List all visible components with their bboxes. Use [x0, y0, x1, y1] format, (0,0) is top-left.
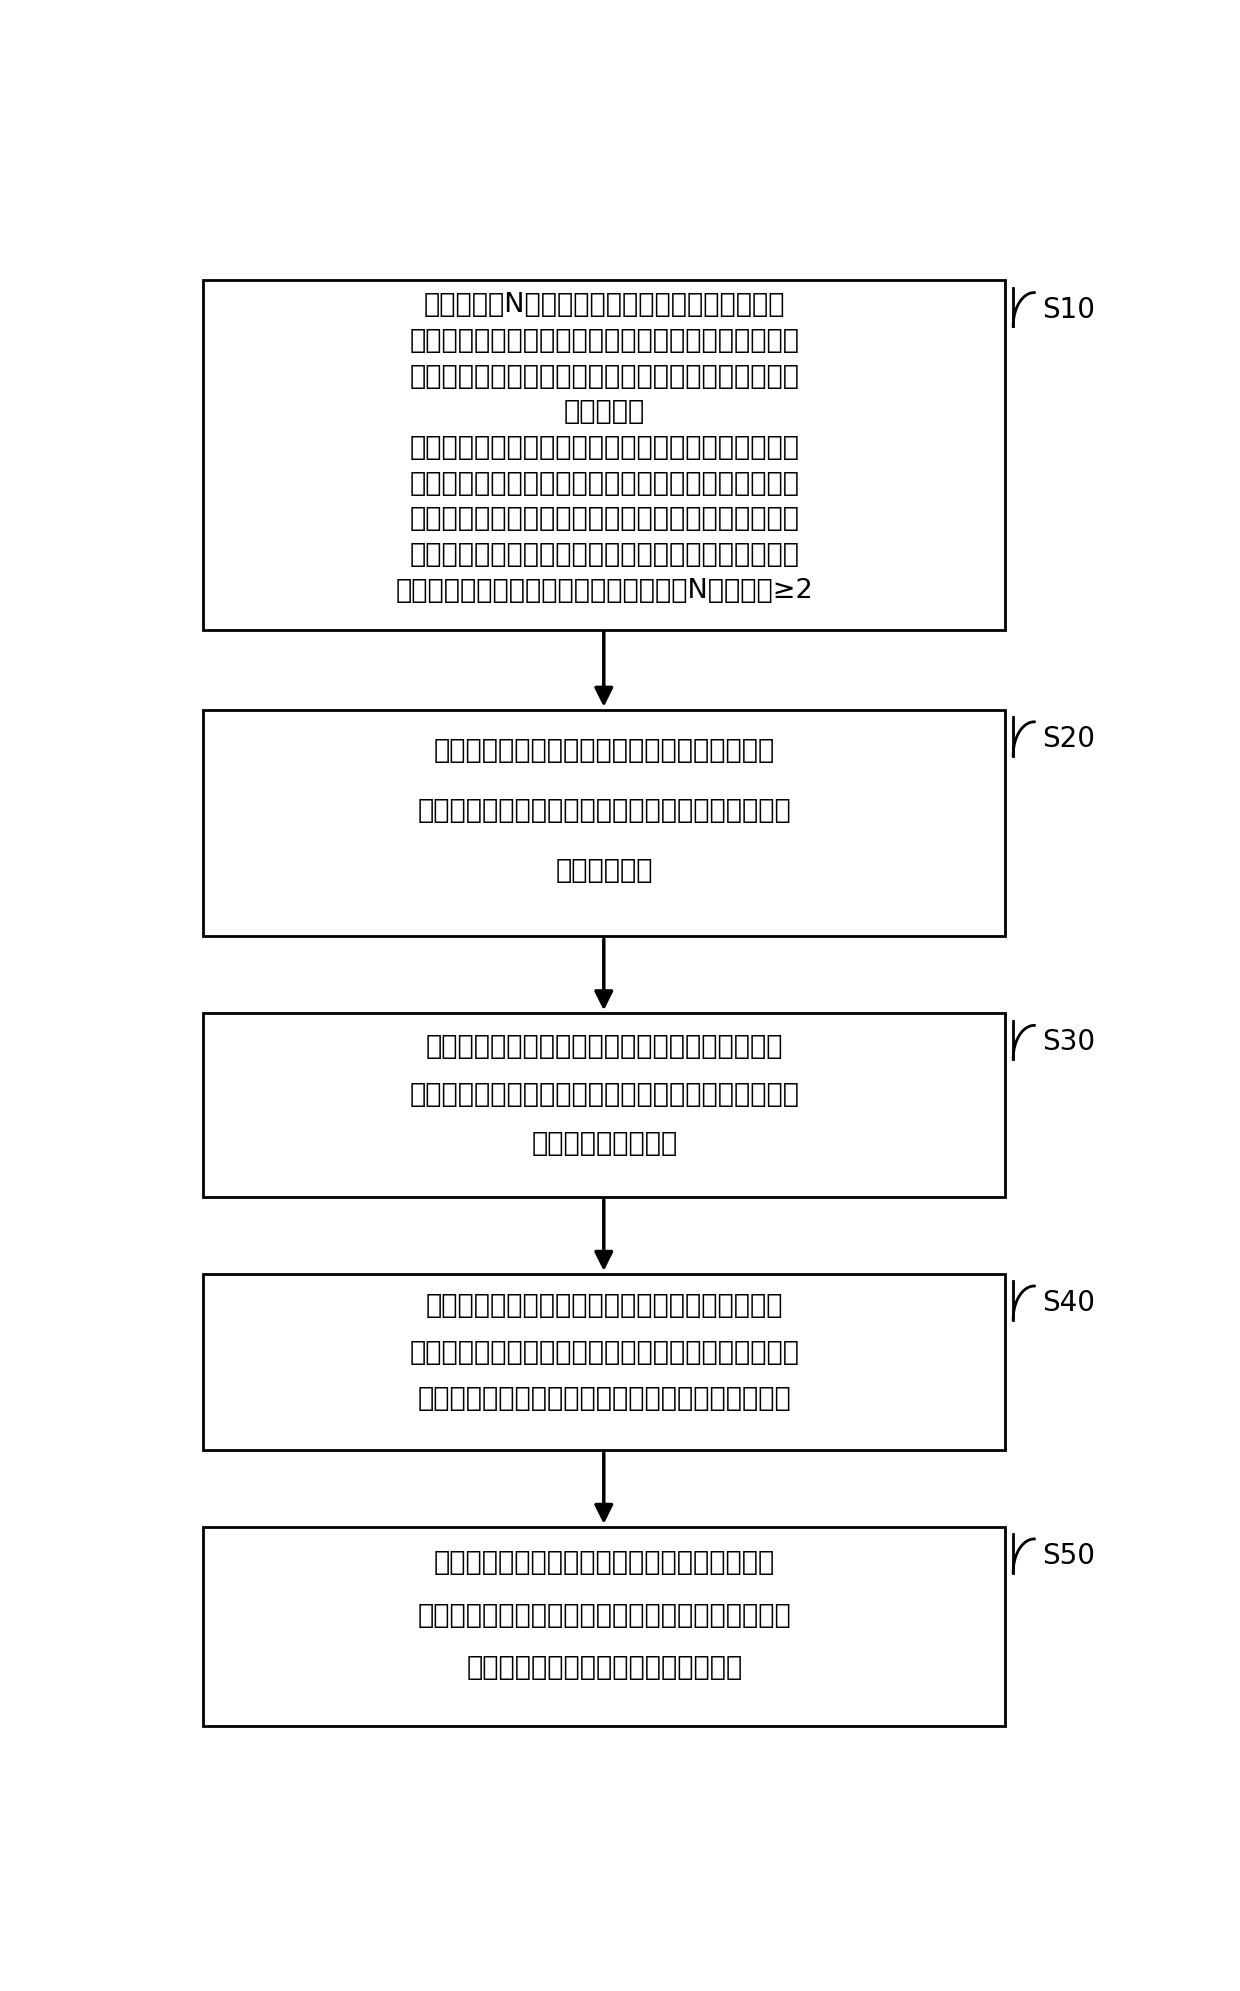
Text: 加速度生成控制信号，控制各轴运动。: 加速度生成控制信号，控制各轴运动。: [466, 1655, 743, 1680]
Text: S40: S40: [1042, 1288, 1095, 1318]
Text: 器人完成指定运行轨迹各轴的加速时间均相同、匀速时: 器人完成指定运行轨迹各轴的加速时间均相同、匀速时: [409, 506, 800, 532]
Bar: [203, 281, 1006, 629]
Text: 限加速度；: 限加速度；: [564, 400, 645, 426]
Text: 量与输入的参数之间形成的不等式关系；N为整数且≥2: 量与输入的参数之间形成的不等式关系；N为整数且≥2: [396, 577, 813, 603]
Text: 器人各轴的加速时间、匀速时间和减速时间，其中，机: 器人各轴的加速时间、匀速时间和减速时间，其中，机: [409, 470, 800, 496]
Text: 将机器人的N个轴中每个轴的运动参数和指定运行: 将机器人的N个轴中每个轴的运动参数和指定运行: [424, 293, 785, 319]
Text: 约束方程组中的未知量包括：完成指定运行轨迹机: 约束方程组中的未知量包括：完成指定运行轨迹机: [409, 434, 800, 462]
Text: 际最大运动速度、实际最大加速度和实际最小加速度: 际最大运动速度、实际最大加速度和实际最小加速度: [418, 1386, 791, 1412]
Text: 轨迹中机器人各轴的运动距离输入至约束方程组中；其: 轨迹中机器人各轴的运动距离输入至约束方程组中；其: [409, 329, 800, 354]
Text: 指定运行轨迹机器人各轴的实际加速时间、实际匀速时: 指定运行轨迹机器人各轴的实际加速时间、实际匀速时: [409, 1083, 800, 1109]
Text: S10: S10: [1042, 295, 1095, 325]
Text: 间和实际减速时间；: 间和实际减速时间；: [531, 1131, 677, 1157]
Text: 以得到最优解下的机器人各轴的加速时间、匀速时间: 以得到最优解下的机器人各轴的加速时间、匀速时间: [418, 798, 791, 824]
Bar: [203, 709, 1006, 936]
Text: S50: S50: [1042, 1541, 1095, 1571]
Bar: [203, 1013, 1006, 1197]
Text: 间、实际最大运动速度、实际最大加速度和实际最小: 间、实际最大运动速度、实际最大加速度和实际最小: [418, 1603, 791, 1629]
Text: 根据实际加速时间、实际匀速时间、实际减速时间: 根据实际加速时间、实际匀速时间、实际减速时间: [425, 1294, 782, 1320]
Bar: [203, 1274, 1006, 1449]
Text: S30: S30: [1042, 1029, 1095, 1057]
Bar: [203, 1527, 1006, 1726]
Text: 和指定运行轨迹中机器人各轴的运动距离，得到各轴实: 和指定运行轨迹中机器人各轴的运动距离，得到各轴实: [409, 1340, 800, 1366]
Text: S20: S20: [1042, 725, 1095, 753]
Text: 间均相同、减速时间均相同，约束方程组用于反映未知: 间均相同、减速时间均相同，约束方程组用于反映未知: [409, 542, 800, 567]
Text: 和减速时间；: 和减速时间；: [556, 858, 653, 884]
Text: 求取约束方程组的可行域中目标函数的最优解，: 求取约束方程组的可行域中目标函数的最优解，: [434, 739, 775, 765]
Text: 根据实际加速时间、实际匀速时间、实际减速时: 根据实际加速时间、实际匀速时间、实际减速时: [434, 1551, 775, 1577]
Text: 圆整加速时间、匀速时间和减速时间，以得到完成: 圆整加速时间、匀速时间和减速时间，以得到完成: [425, 1033, 782, 1059]
Text: 中，运动参数包括机器人各轴允许的最大运动速度和极: 中，运动参数包括机器人各轴允许的最大运动速度和极: [409, 364, 800, 390]
